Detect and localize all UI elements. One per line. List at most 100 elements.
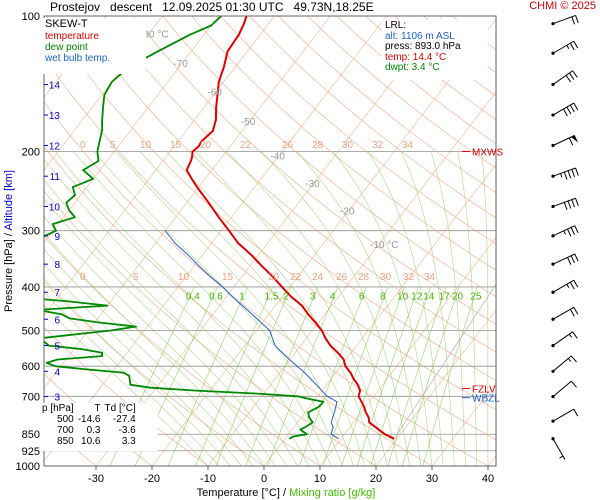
moist-adiabat-label: 5 xyxy=(133,272,139,283)
pressure-tick-label: 700 xyxy=(22,391,40,403)
table-cell: -27.4 xyxy=(112,414,136,425)
moist-adiabat-label: 28 xyxy=(358,272,370,283)
wind-barb-staff xyxy=(552,14,576,25)
x-axis-title-temperature: Temperature [°C] xyxy=(197,487,280,499)
moist-adiabat-line xyxy=(44,198,287,466)
wetbulb-profile-line xyxy=(164,230,339,440)
wind-barb xyxy=(551,253,579,266)
moist-adiabat-line xyxy=(44,216,276,466)
credit-text: CHMI © 2025 xyxy=(529,0,596,12)
wind-barb-flag xyxy=(568,72,575,80)
wind-barb xyxy=(551,306,579,321)
wind-barb-station xyxy=(551,22,555,26)
table-cell: 500 xyxy=(57,414,74,425)
mixing-ratio-label: 3 xyxy=(310,291,316,302)
table-cell: -14.6 xyxy=(77,414,101,425)
altitude-tick-label: 10 xyxy=(49,202,61,213)
y-axis-title-pressure: Pressure [hPa] xyxy=(3,239,15,312)
wind-barb-station xyxy=(551,143,555,148)
wind-barb xyxy=(551,14,579,26)
isotherm-label: -80 °C xyxy=(140,30,168,41)
parcel-guide-line xyxy=(393,283,496,439)
moist-adiabat-line xyxy=(400,151,455,466)
isotherm-line xyxy=(487,454,496,466)
mixing-ratio-label: 0.4 xyxy=(186,291,200,302)
plot-background xyxy=(44,16,496,466)
mixing-ratio-line xyxy=(370,286,431,466)
wind-barb-station xyxy=(551,82,555,87)
moist-adiabat-line xyxy=(481,151,489,466)
moist-adiabat-label: 34 xyxy=(424,272,436,283)
altitude-tick-label: 5 xyxy=(54,342,60,353)
mixing-ratio-label: 12 xyxy=(411,291,423,302)
wind-barb-staff xyxy=(552,225,575,237)
moist-adiabat-line xyxy=(115,151,354,466)
isotherm-line xyxy=(44,16,387,462)
annotation-label: FZLV xyxy=(472,385,496,396)
lrl-dwpt: dwpt: 3.4 °C xyxy=(385,62,440,74)
wind-barb-flag xyxy=(575,167,579,176)
mixing-ratio-line xyxy=(299,286,367,466)
table-header-row: p [hPa] T Td [°C] xyxy=(42,403,140,414)
wind-barb-flag xyxy=(574,253,579,262)
wind-barb-station xyxy=(551,290,555,294)
isotherm-label: -60 xyxy=(208,88,223,99)
wind-barb-station xyxy=(551,234,555,238)
chart-series xyxy=(44,16,496,440)
lrl-alt: alt: 1106 m ASL xyxy=(385,30,455,42)
mixing-ratio-line xyxy=(387,286,447,466)
wind-barb xyxy=(551,380,577,399)
temperature-profile-line xyxy=(185,16,395,440)
mixing-ratio-line xyxy=(322,286,389,466)
moist-adiabat-line xyxy=(44,291,220,466)
table-cell: 0.3 xyxy=(86,425,101,436)
x-axis-title-mixing: Mixing ratio [g/kg] xyxy=(289,487,375,499)
dry-adiabat-line xyxy=(75,16,496,381)
mixing-ratio-label: 4 xyxy=(330,291,336,302)
dry-adiabat-line xyxy=(104,16,496,353)
chart-grid xyxy=(44,16,496,466)
moist-adiabat-line xyxy=(44,232,265,466)
isotherm-line xyxy=(44,16,275,317)
mixing-ratio-line xyxy=(402,286,460,466)
wind-barb-flag xyxy=(566,106,572,115)
isotherm-label: -70 xyxy=(173,59,188,70)
wind-barb-station xyxy=(551,369,555,373)
moist-adiabat-label: 32 xyxy=(403,272,415,283)
wind-barb-flag xyxy=(571,199,575,208)
wind-barb-staff xyxy=(552,408,575,422)
y-axis-title-altitude: Altitude [km] xyxy=(3,170,15,231)
table-header-t: T xyxy=(94,403,101,414)
pressure-tick-label: 200 xyxy=(22,146,40,158)
dry-adiabat-label: 15 xyxy=(170,140,182,151)
table-cell: -3.6 xyxy=(118,425,136,436)
mixing-ratio-line xyxy=(215,286,292,466)
isotherm-label: -50 xyxy=(241,117,256,128)
wind-barb-half-flag xyxy=(559,455,564,459)
wind-barb xyxy=(551,134,579,148)
wind-barb-half-flag xyxy=(560,173,563,178)
moist-adiabat-label: 22 xyxy=(290,272,302,283)
wind-barb-staff xyxy=(552,355,572,372)
moist-adiabat-line xyxy=(44,263,242,466)
wind-barb-staff xyxy=(552,167,576,177)
moist-adiabat-line xyxy=(139,151,366,466)
x-tick-label: 10 xyxy=(314,473,326,485)
table-row: 850 10.6 3.3 xyxy=(42,436,140,447)
isotherm-line xyxy=(207,91,496,466)
mixing-ratio-label: 20 xyxy=(452,291,464,302)
mixing-ratio-label: 17 xyxy=(439,291,451,302)
legend-title: SKEW-T xyxy=(45,18,88,30)
x-tick-label: -10 xyxy=(200,473,216,485)
wind-barb-flag xyxy=(567,170,572,179)
x-tick-label: 0 xyxy=(261,473,267,485)
wind-barb-half-flag xyxy=(563,230,567,235)
altitude-tick-label: 6 xyxy=(54,315,60,326)
dry-adiabat-label: 10 xyxy=(140,140,152,151)
x-tick-label: 30 xyxy=(426,473,438,485)
dry-adiabat-label: 26 xyxy=(282,140,294,151)
wind-barb-staff xyxy=(552,380,572,397)
wind-barb-station xyxy=(551,262,555,266)
wind-barb-flag xyxy=(569,43,575,51)
